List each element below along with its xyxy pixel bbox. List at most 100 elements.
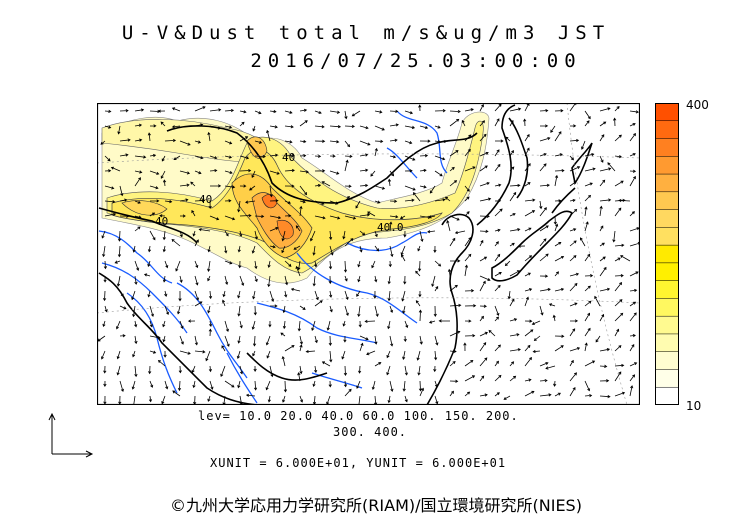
wind-arrow [254, 154, 266, 159]
wind-arrow [524, 133, 530, 142]
wind-arrow [239, 184, 247, 188]
colorbar-cell [655, 227, 679, 246]
wind-arrow [444, 196, 451, 202]
colorbar-cell [655, 209, 679, 228]
wind-arrow [461, 119, 466, 127]
wind-arrow [134, 155, 147, 159]
wind-arrow [434, 125, 441, 129]
wind-arrow [389, 138, 398, 142]
wind-arrow [329, 290, 333, 298]
wind-arrow [282, 395, 286, 403]
contour-label: 40.0 [377, 221, 404, 234]
wind-arrow [102, 290, 107, 302]
wind-arrow [494, 241, 499, 247]
wind-arrow [504, 260, 511, 267]
wind-arrow [503, 395, 511, 400]
wind-arrow [584, 153, 595, 157]
wind-arrow [629, 374, 636, 382]
wind-arrow [599, 287, 611, 292]
wind-arrow [329, 124, 342, 129]
wind-arrow [509, 191, 517, 202]
wind-arrow [253, 365, 257, 372]
wind-arrow [284, 140, 293, 144]
wind-arrow [132, 350, 136, 358]
wind-arrow [554, 271, 560, 277]
wind-arrow [221, 345, 226, 352]
wind-arrow [269, 365, 274, 378]
wind-arrow [539, 253, 549, 262]
wind-arrow [599, 198, 612, 202]
wind-arrow [239, 213, 252, 218]
wind-arrow [509, 298, 515, 307]
wind-arrow [355, 200, 361, 209]
wind-arrow [209, 125, 222, 130]
wind-arrow [584, 312, 590, 322]
wind-arrow [434, 198, 446, 202]
wind-arrow [446, 220, 451, 232]
wind-arrow [299, 344, 303, 352]
wind-arrow [239, 136, 249, 142]
wind-arrow [160, 170, 166, 179]
wind-arrow [505, 136, 511, 142]
wind-arrow [208, 320, 213, 328]
wind-arrow [374, 335, 378, 345]
wind-arrow [236, 350, 241, 360]
wind-arrow [599, 348, 611, 352]
wind-arrow [344, 275, 348, 282]
wind-arrow [149, 230, 156, 241]
wind-arrow [284, 275, 289, 286]
wind-arrow [449, 303, 462, 308]
wind-arrow [599, 107, 611, 112]
wind-arrow [431, 275, 436, 287]
wind-arrow [359, 342, 364, 352]
wind-arrow [305, 349, 316, 354]
wind-arrow [299, 205, 303, 217]
wind-arrow [554, 392, 561, 397]
wind-arrow [614, 257, 621, 262]
wind-arrow [344, 184, 352, 188]
wind-arrow [114, 260, 121, 264]
wind-arrow [629, 344, 635, 352]
wind-arrow [569, 138, 580, 143]
wind-arrow [134, 335, 138, 345]
wind-arrow [524, 319, 533, 323]
wind-arrow [524, 227, 532, 232]
wind-arrow [191, 365, 196, 374]
wind-arrow [553, 215, 557, 225]
wind-arrow [614, 391, 626, 397]
wind-arrow [359, 168, 369, 172]
wind-arrow [179, 183, 190, 187]
wind-arrow [267, 260, 271, 268]
wind-arrow [569, 328, 576, 337]
wind-arrow [117, 230, 122, 242]
wind-arrow [434, 350, 438, 361]
wind-arrow [164, 380, 169, 390]
wind-arrow [569, 319, 579, 323]
wind-arrow [599, 167, 612, 172]
wind-arrow [584, 167, 596, 172]
wind-arrow [569, 282, 578, 292]
wind-arrow [594, 295, 601, 307]
wind-arrow [479, 239, 484, 247]
wind-arrow [116, 275, 121, 287]
wind-arrow [554, 256, 565, 262]
wind-arrow [539, 274, 549, 278]
wind-arrow [237, 380, 241, 389]
wind-arrow [387, 395, 391, 404]
colorbar-min-label: 10 [686, 399, 702, 413]
wind-arrow [266, 129, 271, 142]
wind-arrow [389, 123, 399, 127]
wind-arrow [237, 335, 241, 344]
wind-arrow [252, 125, 256, 132]
wind-arrow [374, 275, 378, 283]
wind-arrow [434, 380, 438, 388]
wind-arrow [209, 108, 222, 112]
wind-arrow [517, 244, 526, 248]
wind-arrow [434, 139, 441, 144]
wind-arrow [554, 223, 559, 232]
wind-arrow [207, 395, 211, 402]
colorbar-cell [655, 369, 679, 388]
wind-arrow [509, 183, 521, 188]
wind-arrow [509, 120, 514, 127]
wind-arrow [312, 275, 316, 287]
